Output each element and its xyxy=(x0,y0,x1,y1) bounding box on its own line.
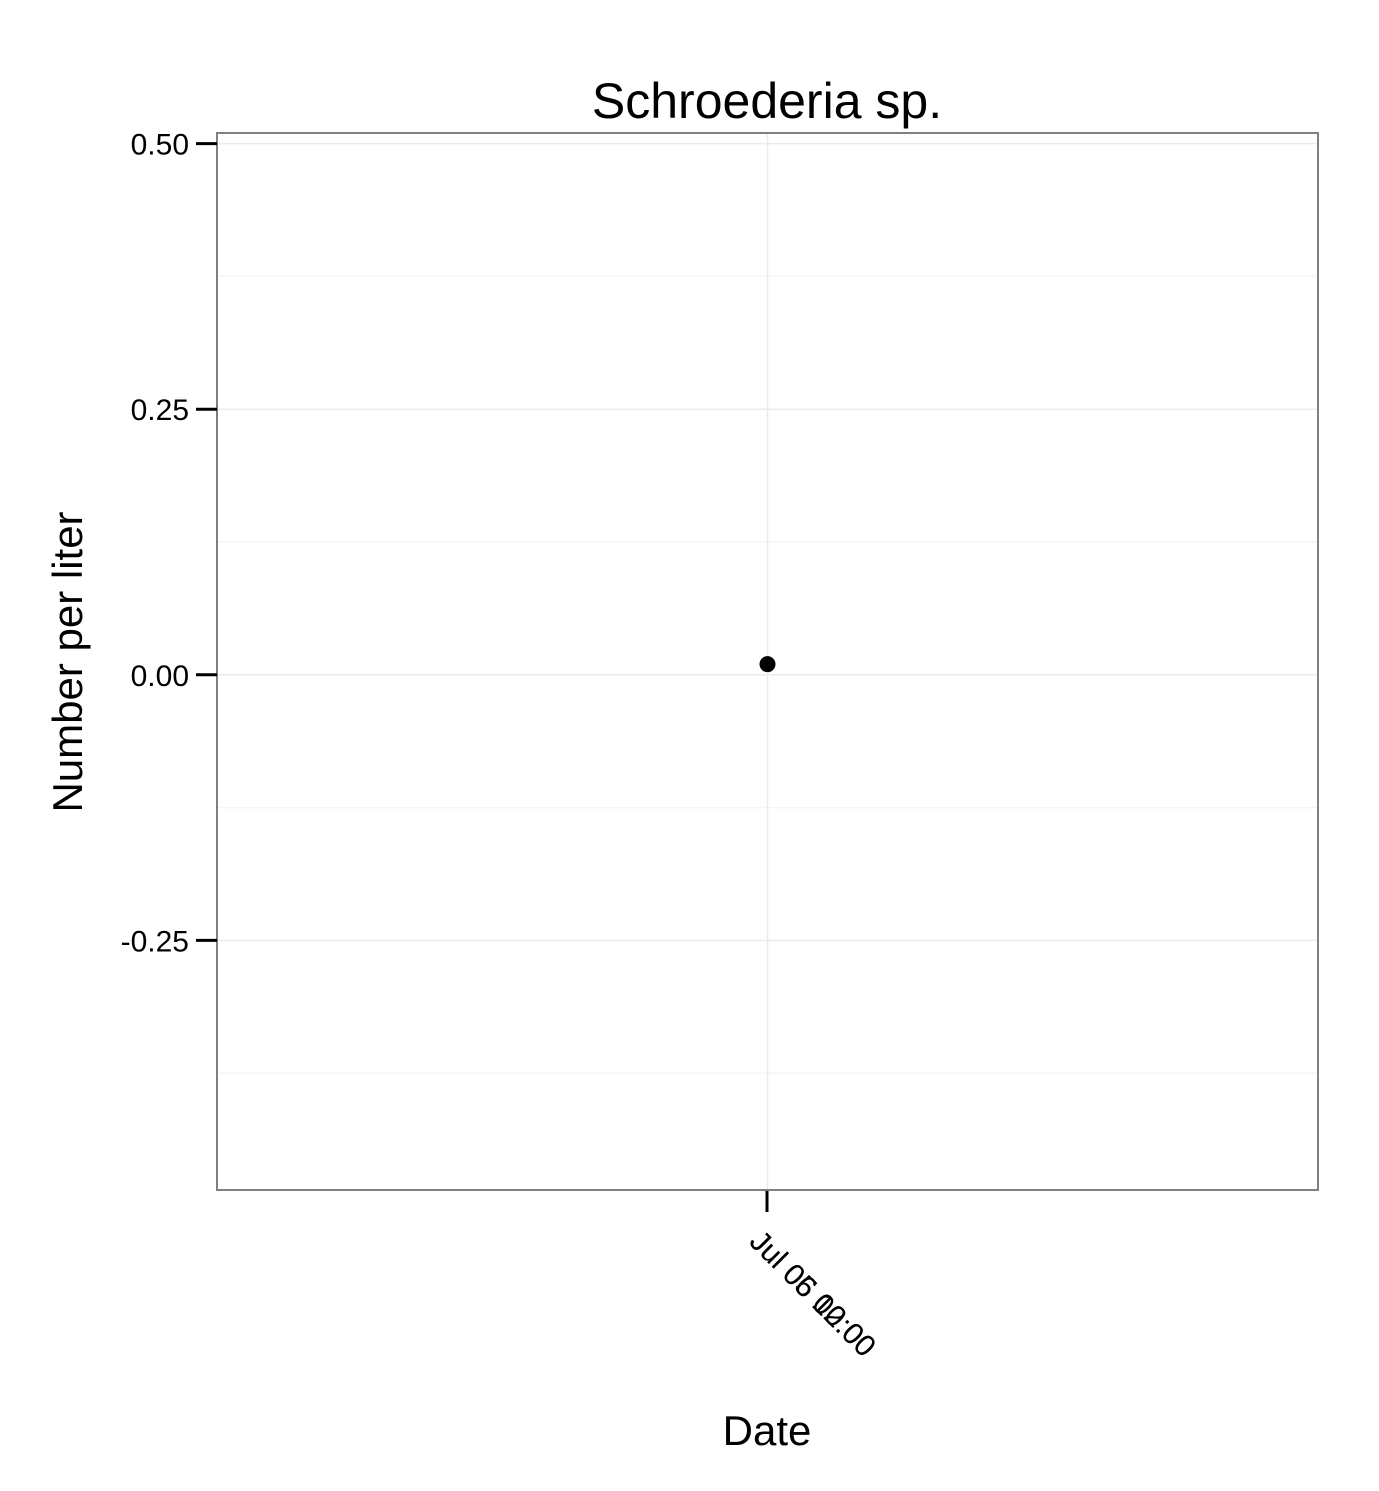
plot-panel-border xyxy=(216,132,1319,1191)
y-axis-title: Number per liter xyxy=(44,511,91,812)
y-axis: -0.25 0.00 0.25 0.50 xyxy=(121,129,217,958)
data-point xyxy=(759,656,776,673)
y-tick-label: -0.25 xyxy=(121,925,189,958)
chart-title: Schroederia sp. xyxy=(592,73,942,129)
x-tick-label: Jul 06 00:00 xyxy=(743,1225,882,1364)
y-tick-label: 0.50 xyxy=(131,129,189,162)
y-tick-label: 0.00 xyxy=(131,660,189,693)
x-axis-title: Date xyxy=(723,1407,812,1454)
x-axis: Jul 05 12:00 Jul 06 00:00 xyxy=(743,1191,882,1364)
data-points xyxy=(759,656,776,673)
y-tick-label: 0.25 xyxy=(131,394,189,427)
